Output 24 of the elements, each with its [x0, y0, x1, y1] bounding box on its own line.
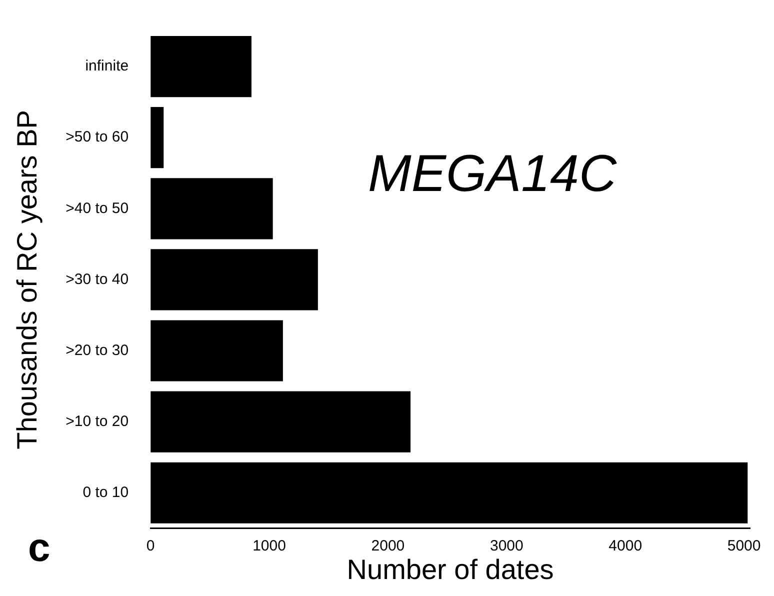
x-tick-label: 2000	[371, 538, 405, 555]
x-tick-label: 1000	[252, 538, 286, 555]
x-tick-label: 3000	[490, 538, 524, 555]
y-tick-label: >40 to 50	[66, 200, 129, 217]
bar	[150, 36, 252, 98]
y-tick-label: infinite	[85, 58, 129, 75]
x-tick-label: 5000	[727, 538, 761, 555]
x-tick-label: 4000	[608, 538, 642, 555]
bar	[150, 107, 164, 168]
bar	[150, 178, 273, 240]
y-tick-label: >20 to 30	[66, 342, 129, 359]
y-tick-label: 0 to 10	[82, 484, 129, 502]
y-tick-label: >50 to 60	[66, 128, 129, 146]
annotation: MEGA14C	[368, 145, 617, 203]
bar	[150, 249, 318, 310]
bar	[150, 320, 283, 382]
y-tick-label: >10 to 20	[66, 412, 129, 430]
x-tick-label: 0	[146, 538, 155, 555]
x-axis-title: Number of dates	[346, 554, 554, 585]
text: c	[28, 526, 50, 570]
y-axis-title: Thousands of RC years BP	[12, 110, 43, 450]
bar	[150, 462, 748, 524]
y-tick-label: >30 to 40	[66, 270, 129, 288]
bar	[150, 391, 411, 452]
